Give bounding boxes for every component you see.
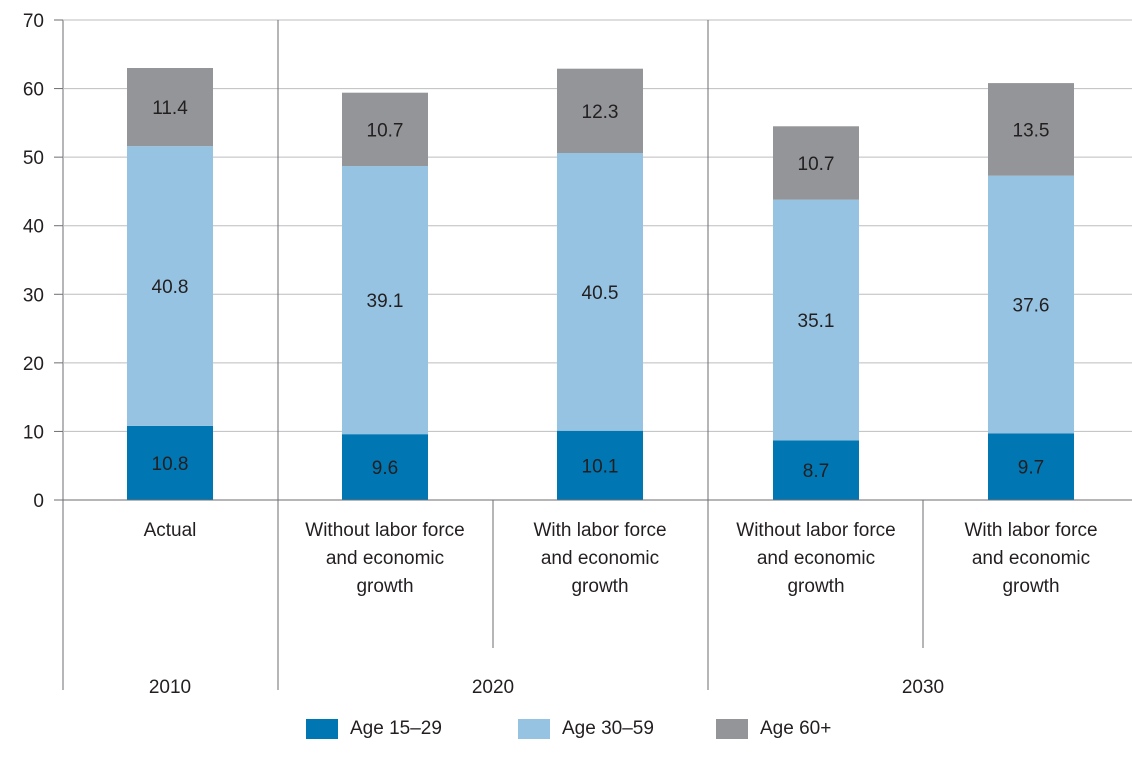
legend: Age 15–29 Age 30–59 Age 60+ <box>0 706 1132 756</box>
data-label: 11.4 <box>152 98 188 119</box>
data-label: 10.7 <box>367 120 404 141</box>
legend-item-age-15-29: Age 15–29 <box>306 716 442 742</box>
legend-item-age-30-59: Age 30–59 <box>518 716 654 742</box>
data-label: 8.7 <box>803 461 829 482</box>
data-label: 9.6 <box>372 458 398 479</box>
data-label: 10.7 <box>798 154 835 175</box>
legend-item-age-60-plus: Age 60+ <box>716 716 831 742</box>
legend-label-age-30-59: Age 30–59 <box>562 718 654 740</box>
x-category-label: growth <box>787 576 844 597</box>
y-tick-label: 60 <box>23 80 44 101</box>
legend-label-age-15-29: Age 15–29 <box>350 718 442 740</box>
x-category-label: Actual <box>144 520 197 541</box>
x-category-label: Without labor force <box>736 520 895 541</box>
y-tick-label: 20 <box>23 354 44 375</box>
data-label: 10.1 <box>582 456 619 477</box>
legend-label-age-60-plus: Age 60+ <box>760 718 831 740</box>
x-group-label: 2020 <box>472 677 514 698</box>
x-category-label: With labor force <box>533 520 666 541</box>
legend-swatch-age-60-plus <box>716 719 748 739</box>
x-category-label: growth <box>1002 576 1059 597</box>
y-tick-label: 30 <box>23 285 44 306</box>
data-label: 40.5 <box>582 283 619 304</box>
data-label: 9.7 <box>1018 458 1044 479</box>
data-label: 40.8 <box>152 277 189 298</box>
x-category-label: growth <box>571 576 628 597</box>
legend-swatch-age-30-59 <box>518 719 550 739</box>
x-group-label: 2010 <box>149 677 191 698</box>
x-group-label: 2030 <box>902 677 944 698</box>
x-category-label: and economic <box>757 548 875 569</box>
data-label: 35.1 <box>798 311 835 332</box>
data-label: 10.8 <box>152 454 189 475</box>
data-label: 39.1 <box>367 291 404 312</box>
data-label: 12.3 <box>582 102 619 123</box>
y-tick-label: 70 <box>23 11 44 32</box>
data-label: 37.6 <box>1013 296 1050 317</box>
y-tick-label: 10 <box>23 422 44 443</box>
y-tick-label: 50 <box>23 148 44 169</box>
y-tick-label: 40 <box>23 217 44 238</box>
data-label: 13.5 <box>1013 120 1050 141</box>
x-category-label: growth <box>356 576 413 597</box>
x-category-label: and economic <box>541 548 659 569</box>
x-category-label: and economic <box>972 548 1090 569</box>
x-category-label: Without labor force <box>305 520 464 541</box>
x-category-label: With labor force <box>964 520 1097 541</box>
x-category-label: and economic <box>326 548 444 569</box>
y-tick-label: 0 <box>33 491 44 512</box>
legend-swatch-age-15-29 <box>306 719 338 739</box>
